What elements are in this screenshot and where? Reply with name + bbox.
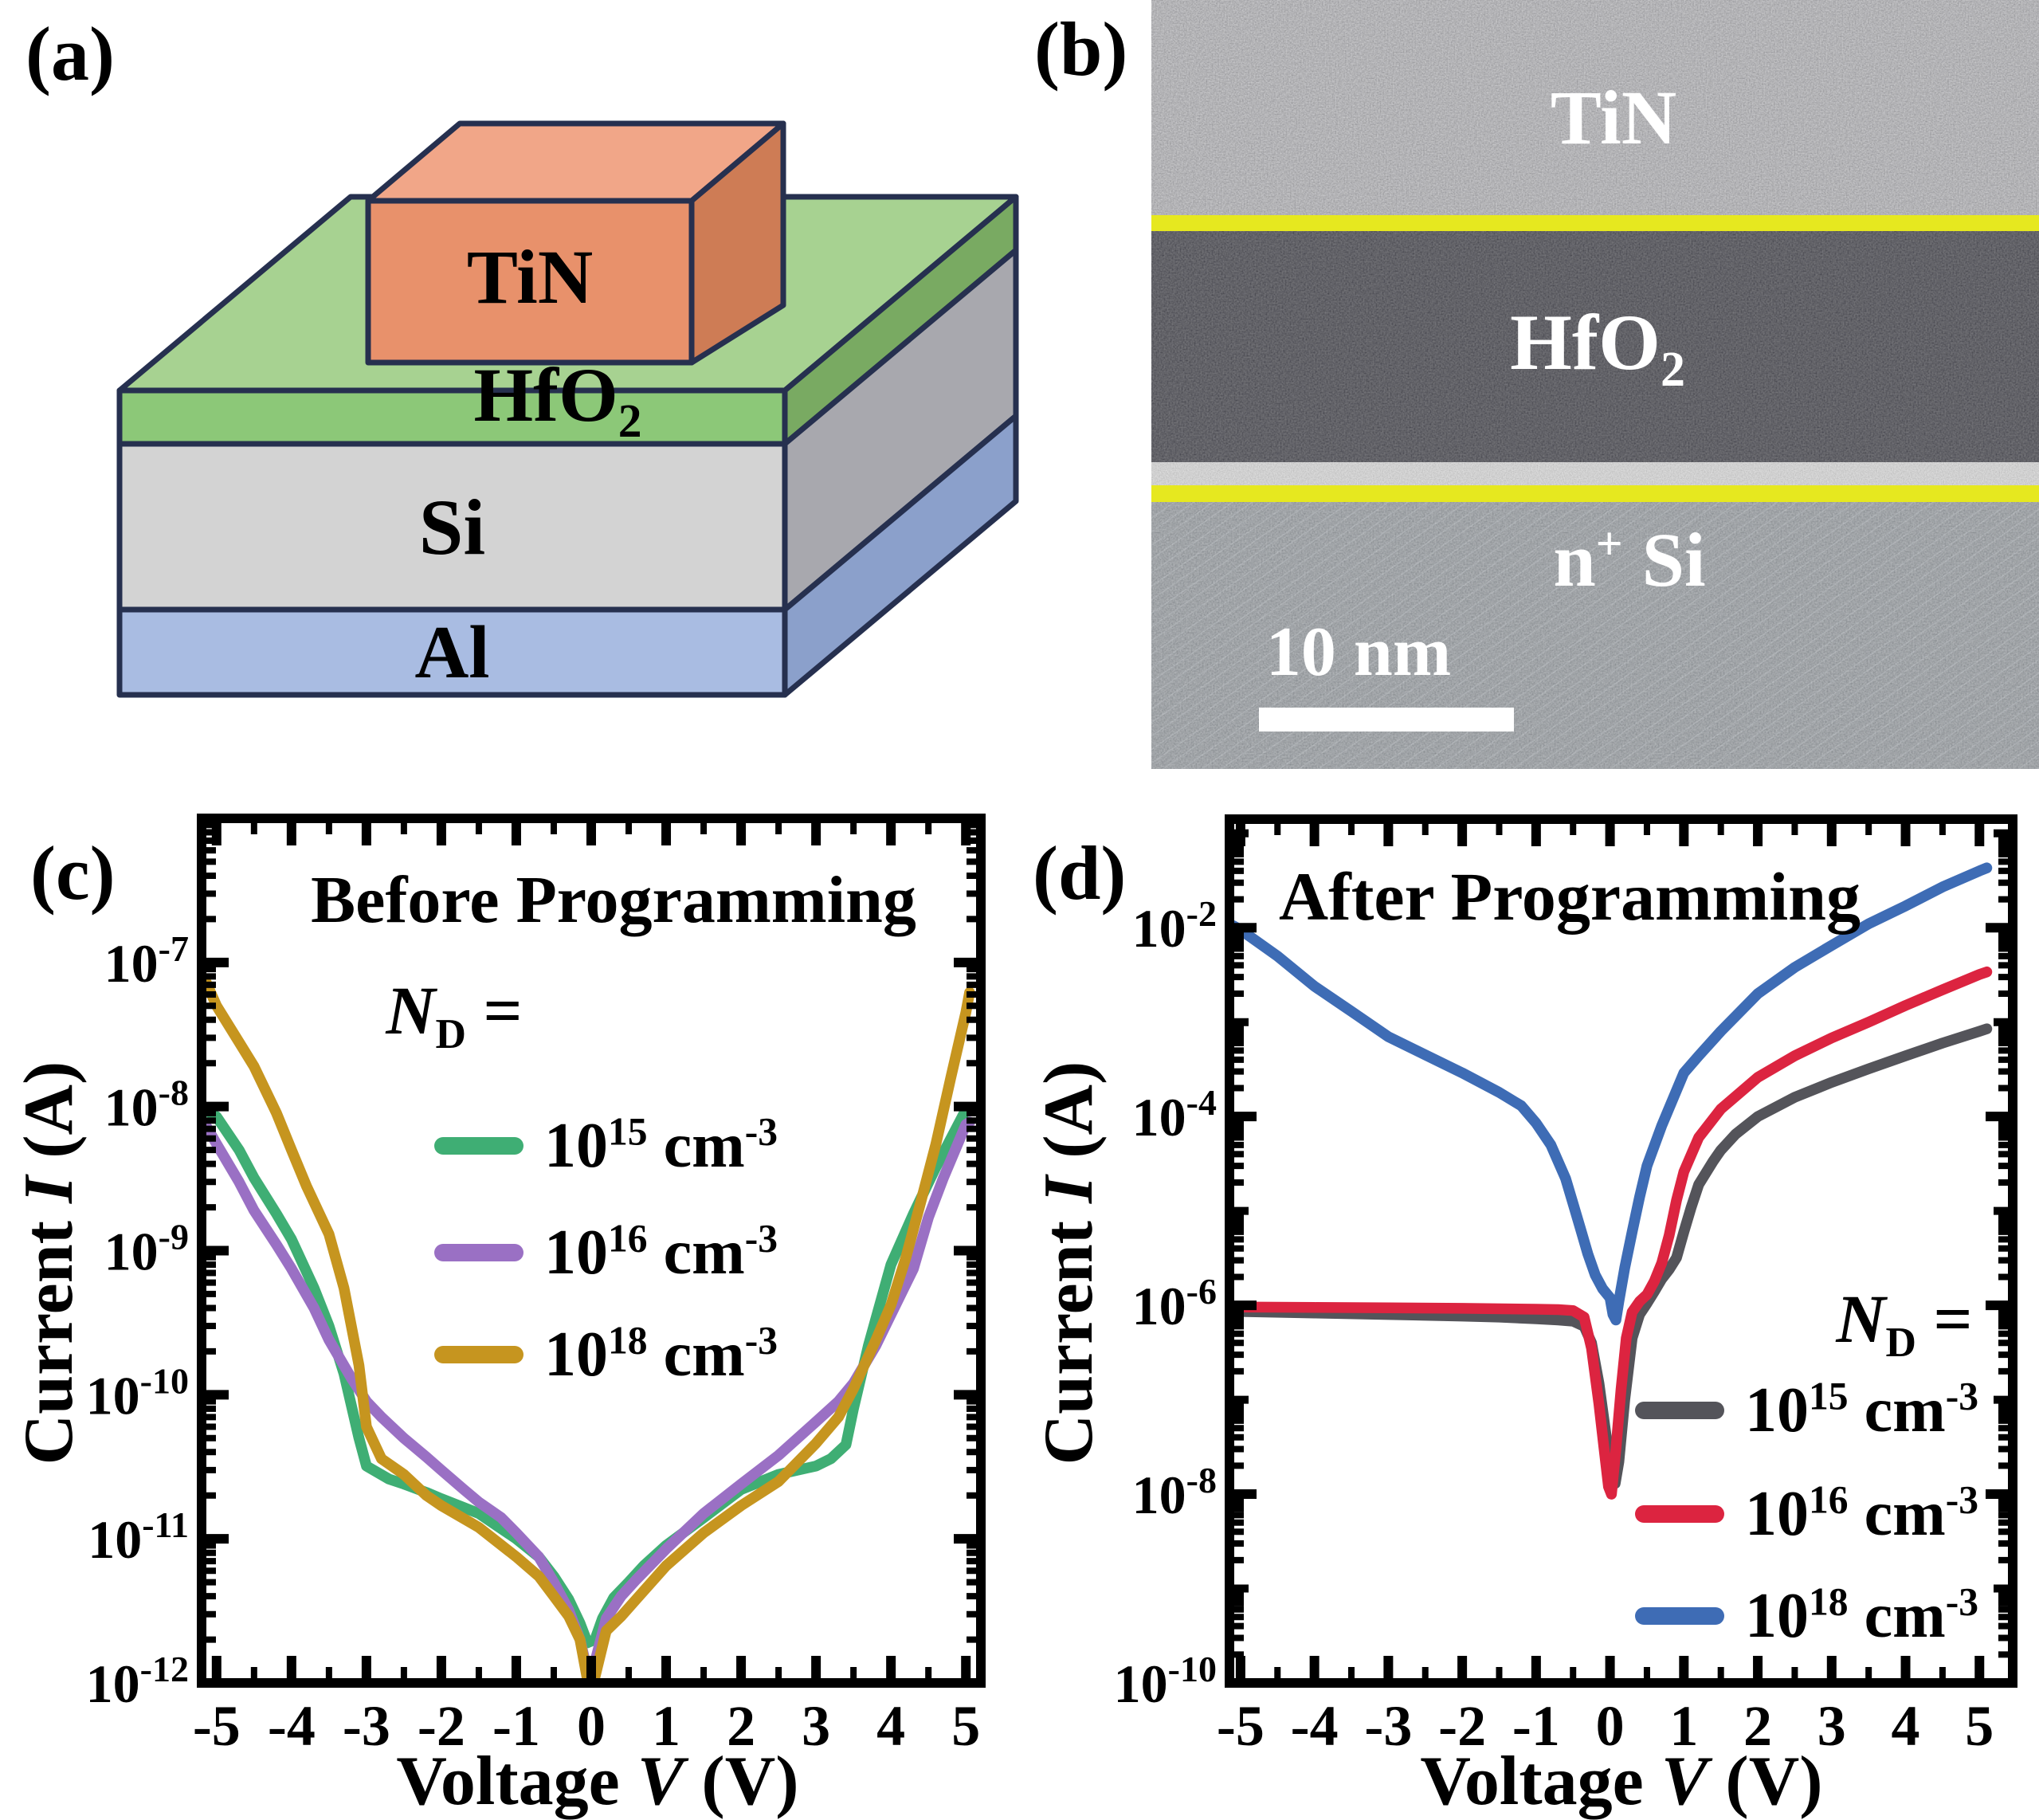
legend-entry-d-1e16: 1016 cm-3	[1635, 1477, 1979, 1549]
chart-axes	[197, 814, 986, 1688]
series-1e15 cm-3	[1229, 1023, 1993, 1489]
x-tick-label: -4	[1291, 1694, 1339, 1758]
chart-d-y-axis-label: Current I (A)	[1030, 1061, 1108, 1465]
x-tick-label: -4	[268, 1694, 316, 1758]
y-tick-label: 10-10	[1114, 1649, 1217, 1714]
device-stack-3d	[116, 120, 1019, 698]
y-tick-label: 10-10	[86, 1360, 189, 1426]
chart-svg-c: -5 -4 -3 -2 -1 0 1 2 3 4 5 10-7 10-8 10-9 10-10 10-11 10…	[86, 814, 986, 1758]
panel-a-letter: (a)	[25, 11, 115, 96]
chart-axes	[1225, 814, 2017, 1688]
legend-swatch-1e18	[434, 1346, 523, 1363]
y-tick-label: 10-11	[88, 1504, 189, 1570]
hfo2-front-face	[116, 387, 788, 447]
x-tick-label: 2	[1743, 1694, 1772, 1758]
al-front-face	[116, 606, 788, 698]
legend-entry-1e16: 1016 cm-3	[434, 1216, 778, 1288]
y-tick-label: 10-8	[1132, 1460, 1217, 1525]
tem-interface-marker-bottom	[1151, 485, 2039, 502]
legend-label-1e18: 1018 cm-3	[544, 1318, 778, 1390]
x-tick-label: -1	[492, 1694, 540, 1758]
chart-d-legend-title: ND =	[1836, 1281, 1973, 1367]
legend-swatch-1e16	[434, 1244, 523, 1261]
x-tick-label: 4	[1892, 1694, 1920, 1758]
series-1e18 cm-3	[202, 975, 975, 1683]
x-tick-label: 4	[876, 1694, 905, 1758]
scale-bar	[1259, 708, 1514, 732]
x-tick-label: -5	[1217, 1694, 1265, 1758]
x-tick-label: 5	[1965, 1694, 1994, 1758]
tem-nsi-label: n+ Si	[1553, 517, 1706, 602]
panel-a-schematic	[116, 120, 1019, 698]
chart-d-title: After Programming	[1279, 858, 1861, 935]
x-tick-label: -2	[1438, 1694, 1486, 1758]
x-tick-label: -1	[1512, 1694, 1560, 1758]
y-tick-label: 10-6	[1132, 1271, 1217, 1336]
chart-series-group	[1229, 862, 1993, 1500]
x-tick-label: 2	[727, 1694, 755, 1758]
x-tick-label: -5	[193, 1694, 241, 1758]
x-tick-label: -3	[1364, 1694, 1412, 1758]
x-tick-label: 3	[802, 1694, 830, 1758]
chart-c-title: Before Programming	[311, 863, 916, 937]
chart-series-group	[202, 975, 975, 1683]
x-tick-label: -3	[343, 1694, 390, 1758]
x-tick-label: 5	[951, 1694, 980, 1758]
chart-c-y-axis-label: Current I (A)	[10, 1061, 88, 1465]
tin-front-face	[365, 198, 695, 366]
chart-c-x-axis-label: Voltage V (V)	[396, 1743, 799, 1820]
hfo2-layer-label: HfO2	[473, 352, 642, 448]
legend-entry-1e18: 1018 cm-3	[434, 1318, 778, 1390]
x-tick-label: 0	[1596, 1694, 1625, 1758]
legend-label-d-1e15: 1015 cm-3	[1745, 1374, 1979, 1445]
y-tick-label: 10-12	[86, 1649, 189, 1714]
chart-svg-d: -5 -4 -3 -2 -1 0 1 2 3 4 5 10-2 10-4 10-6 10-8 10-10	[1114, 814, 2017, 1758]
chart-tick-labels: -5 -4 -3 -2 -1 0 1 2 3 4 5 10-2 10-4 10-6 10-8 10-10	[1114, 893, 1994, 1758]
x-tick-label: 0	[577, 1694, 606, 1758]
series-1e15 cm-3	[202, 1102, 975, 1649]
si-layer-label: Si	[418, 483, 486, 571]
legend-entry-1e15: 1015 cm-3	[434, 1109, 778, 1181]
panel-b-letter: (b)	[1034, 6, 1128, 92]
legend-swatch-d-1e18	[1635, 1607, 1724, 1625]
y-tick-label: 10-8	[104, 1073, 189, 1138]
legend-swatch-d-1e15	[1635, 1402, 1724, 1419]
tem-hfo2-label: HfO2	[1510, 298, 1685, 397]
panel-c-letter: (c)	[30, 830, 116, 916]
chart-before-programming: -5 -4 -3 -2 -1 0 1 2 3 4 5 10-7 10-8 10-9 10-10 10-11 10…	[0, 813, 1020, 1815]
x-tick-label: 3	[1817, 1694, 1846, 1758]
al-layer-label: Al	[414, 611, 490, 694]
legend-swatch-d-1e16	[1635, 1505, 1724, 1523]
x-tick-label: 1	[652, 1694, 680, 1758]
legend-label-d-1e18: 1018 cm-3	[1745, 1579, 1979, 1651]
legend-entry-d-1e15: 1015 cm-3	[1635, 1374, 1979, 1445]
tin-layer-label: TiN	[466, 234, 594, 320]
y-tick-label: 10-9	[104, 1217, 189, 1282]
chart-after-programming: -5 -4 -3 -2 -1 0 1 2 3 4 5 10-2 10-4 10-6 10-8 10-10	[1020, 813, 2039, 1815]
series-1e18 cm-3	[1229, 862, 1993, 1326]
x-tick-label: 1	[1669, 1694, 1698, 1758]
legend-swatch-1e15	[434, 1137, 523, 1155]
tem-tin-label: TiN	[1550, 75, 1677, 160]
panel-b-tem-image: TiN HfO2 n+ Si 10 nm	[1151, 0, 2039, 769]
scale-bar-label: 10 nm	[1265, 614, 1452, 691]
panel-d-letter: (d)	[1033, 830, 1127, 916]
legend-label-d-1e16: 1016 cm-3	[1745, 1477, 1979, 1549]
tem-interface-marker-top	[1151, 215, 2039, 231]
legend-label-1e15: 1015 cm-3	[544, 1109, 778, 1181]
chart-d-x-axis-label: Voltage V (V)	[1420, 1743, 1823, 1820]
legend-label-1e16: 1016 cm-3	[544, 1216, 778, 1288]
x-tick-label: -2	[418, 1694, 465, 1758]
tem-micrograph	[1151, 0, 2039, 769]
legend-entry-d-1e18: 1018 cm-3	[1635, 1579, 1979, 1651]
y-tick-label: 10-2	[1132, 893, 1217, 959]
chart-tick-labels: -5 -4 -3 -2 -1 0 1 2 3 4 5 10-7 10-8 10-9 10-10 10-11 10…	[86, 928, 981, 1758]
chart-c-legend-title: ND =	[386, 972, 523, 1058]
y-tick-label: 10-7	[104, 928, 189, 994]
y-tick-label: 10-4	[1132, 1082, 1217, 1147]
series-1e16 cm-3	[1229, 966, 1993, 1500]
